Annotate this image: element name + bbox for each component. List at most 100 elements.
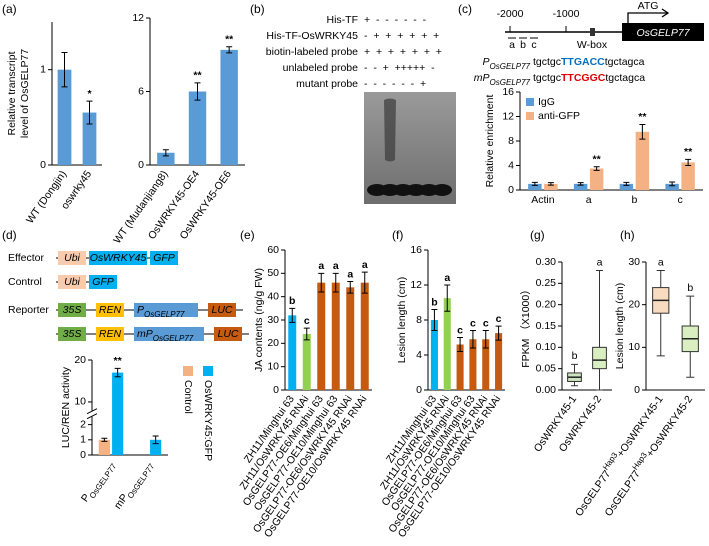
bar	[346, 287, 355, 390]
whisker	[656, 270, 665, 288]
y-tick-label: 0	[138, 159, 144, 171]
significance: **	[593, 154, 602, 166]
y-tick-label: 20	[628, 298, 640, 310]
y-axis-label: Relative transcript	[6, 51, 18, 135]
significance: **	[684, 146, 693, 158]
legend-label: IgG	[538, 96, 555, 108]
gel-row-label: His-TF-OsWRKY45	[266, 30, 358, 42]
error-bar	[577, 182, 584, 186]
text-part: OsGELP77	[125, 461, 156, 500]
significance: b	[431, 296, 437, 308]
sequence-label: mPOsGELP77	[474, 72, 531, 87]
significance: a	[318, 260, 324, 272]
error-bar	[61, 52, 68, 88]
x-tick-label: Actin	[531, 194, 555, 206]
y-tick-label: 12	[502, 110, 514, 122]
construct-part-label: REN	[99, 304, 122, 316]
y-tick-label: 12	[410, 279, 422, 291]
construct-part-label: REN	[99, 328, 122, 340]
y-tick-label: 0	[634, 384, 640, 396]
y-tick-label: 20	[74, 354, 86, 366]
construct-part-label: GFP	[92, 276, 114, 288]
axis-break-gap	[87, 410, 97, 417]
y-tick-label: 10	[628, 341, 640, 353]
text-part: OsGELP77	[87, 461, 118, 500]
significance: **	[225, 34, 234, 46]
y-tick-label: 20	[267, 337, 279, 349]
sequence-label: POsGELP77	[483, 56, 531, 71]
panel-label: (d)	[2, 228, 17, 242]
y-tick-label: 6	[138, 85, 144, 97]
x-tick-label: b	[631, 194, 637, 206]
error-bar	[593, 166, 600, 171]
error-bar	[347, 281, 354, 294]
error-bar	[114, 367, 121, 378]
error-bar	[623, 181, 630, 186]
text-part: OsGELP77	[153, 334, 194, 343]
whisker	[596, 270, 603, 348]
significance: b	[687, 282, 693, 294]
y-tick-label: 4	[416, 349, 422, 361]
whisker	[686, 351, 695, 378]
w-box-label: W-box	[577, 39, 608, 51]
construct-part	[96, 327, 124, 341]
construct-part-label: GFP	[153, 252, 175, 264]
construct-part	[134, 327, 204, 341]
y-tick-label: 0.05	[536, 362, 557, 374]
construct-part	[134, 303, 198, 317]
bar	[665, 183, 679, 190]
construct-part	[208, 303, 236, 317]
error-bar	[303, 327, 310, 341]
whisker	[571, 381, 578, 387]
sequence-part: tgctgc	[533, 72, 561, 84]
significance: c	[483, 317, 489, 329]
significance: c	[496, 313, 502, 325]
bar	[220, 49, 238, 165]
bar	[317, 282, 326, 390]
gel-row-signs: + + + + + + +	[364, 46, 442, 58]
y-tick-label: 0	[416, 384, 422, 396]
error-bar	[669, 181, 676, 187]
construct-label: Effector	[8, 252, 44, 264]
y-tick-label: 16	[502, 86, 514, 98]
legend-label: anti-GFP	[538, 110, 580, 122]
y-tick-label: 1	[80, 434, 86, 446]
y-tick-label: 0	[80, 449, 86, 461]
y-tick-label: 8	[416, 314, 422, 326]
construct-label: Control	[8, 276, 42, 288]
x-tick-label: WT (Dongjin)	[24, 168, 69, 225]
construct-part	[58, 275, 86, 289]
w-box-mark	[590, 28, 595, 36]
whisker	[596, 368, 603, 391]
legend-swatch	[526, 112, 534, 120]
bar	[482, 339, 490, 390]
error-bar	[226, 46, 233, 54]
construct-part	[89, 251, 147, 265]
x-tick-label: c	[678, 194, 683, 206]
gel-row-signs: + - - - - - -	[364, 14, 427, 26]
error-bar	[457, 337, 464, 352]
bar	[681, 162, 695, 190]
text-part: OsGELP77	[490, 78, 531, 87]
construct-part-label: mPOsGELP77	[137, 328, 194, 343]
y-tick-label: 0.20	[536, 298, 557, 310]
bar	[331, 282, 340, 390]
error-bar	[152, 435, 159, 445]
y-tick-label: 0.10	[536, 341, 557, 353]
panel-label: (g)	[530, 228, 545, 242]
bar	[150, 439, 162, 455]
significance: a	[362, 259, 368, 271]
scale-label: -1000	[553, 8, 580, 20]
panel-label: (e)	[240, 228, 255, 242]
panel-label: (h)	[620, 228, 635, 242]
bar	[112, 372, 124, 455]
construct-part	[214, 327, 242, 341]
y-axis-label: Lesion length (cm)	[396, 277, 408, 363]
error-bar	[101, 437, 108, 442]
bar	[188, 91, 207, 165]
error-bar	[289, 307, 296, 323]
sequence-part: tgctagca	[605, 56, 645, 68]
error-bar	[361, 271, 368, 294]
construct-part-label: POsGELP77	[137, 304, 185, 319]
bar	[469, 339, 477, 390]
